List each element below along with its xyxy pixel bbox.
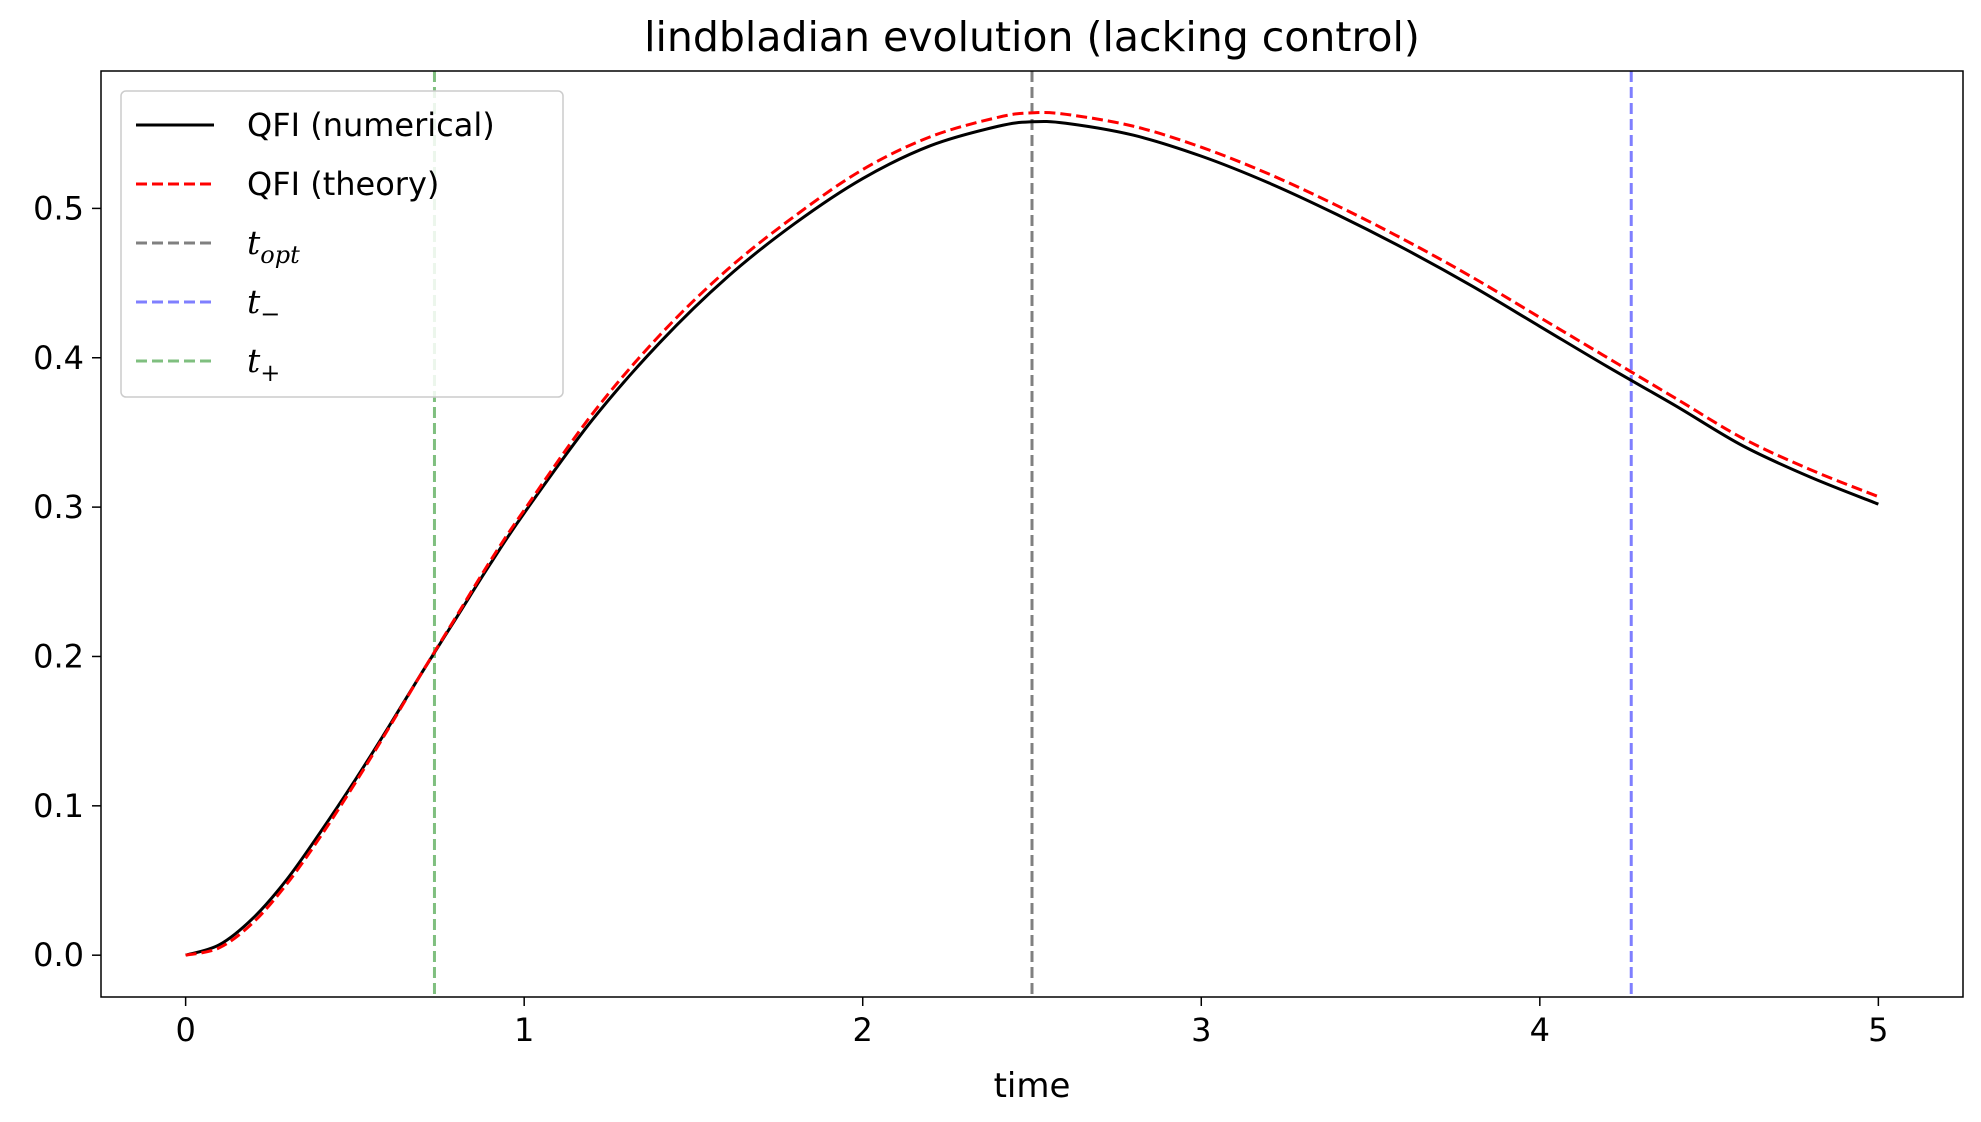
y-tick-label: 0.4 [33,339,84,377]
series-qfi-theory-line [185,110,1879,957]
legend-frame [120,90,564,398]
x-axis-label: time [994,1066,1071,1106]
x-tick-label: 1 [514,1011,534,1049]
axes-frame [100,70,1964,998]
legend-label: QFI (theory) [247,165,439,203]
y-tick-label: 0.2 [33,637,84,675]
x-tick-label: 3 [1191,1011,1211,1049]
y-tick-label: 0.3 [33,488,84,526]
y-tick-label: 0.5 [33,189,84,227]
series-group [185,71,1879,997]
x-tick-label: 5 [1868,1011,1888,1049]
x-tick-label: 4 [1530,1011,1550,1049]
legend-label: QFI (numerical) [247,106,495,144]
x-tick-label: 0 [175,1011,195,1049]
legend-label: topt [247,223,300,269]
y-tick-label: 0.0 [33,936,84,974]
chart-title: lindbladian evolution (lacking control) [644,13,1420,61]
y-tick-label: 0.1 [33,787,84,825]
x-tick-label: 2 [853,1011,873,1049]
